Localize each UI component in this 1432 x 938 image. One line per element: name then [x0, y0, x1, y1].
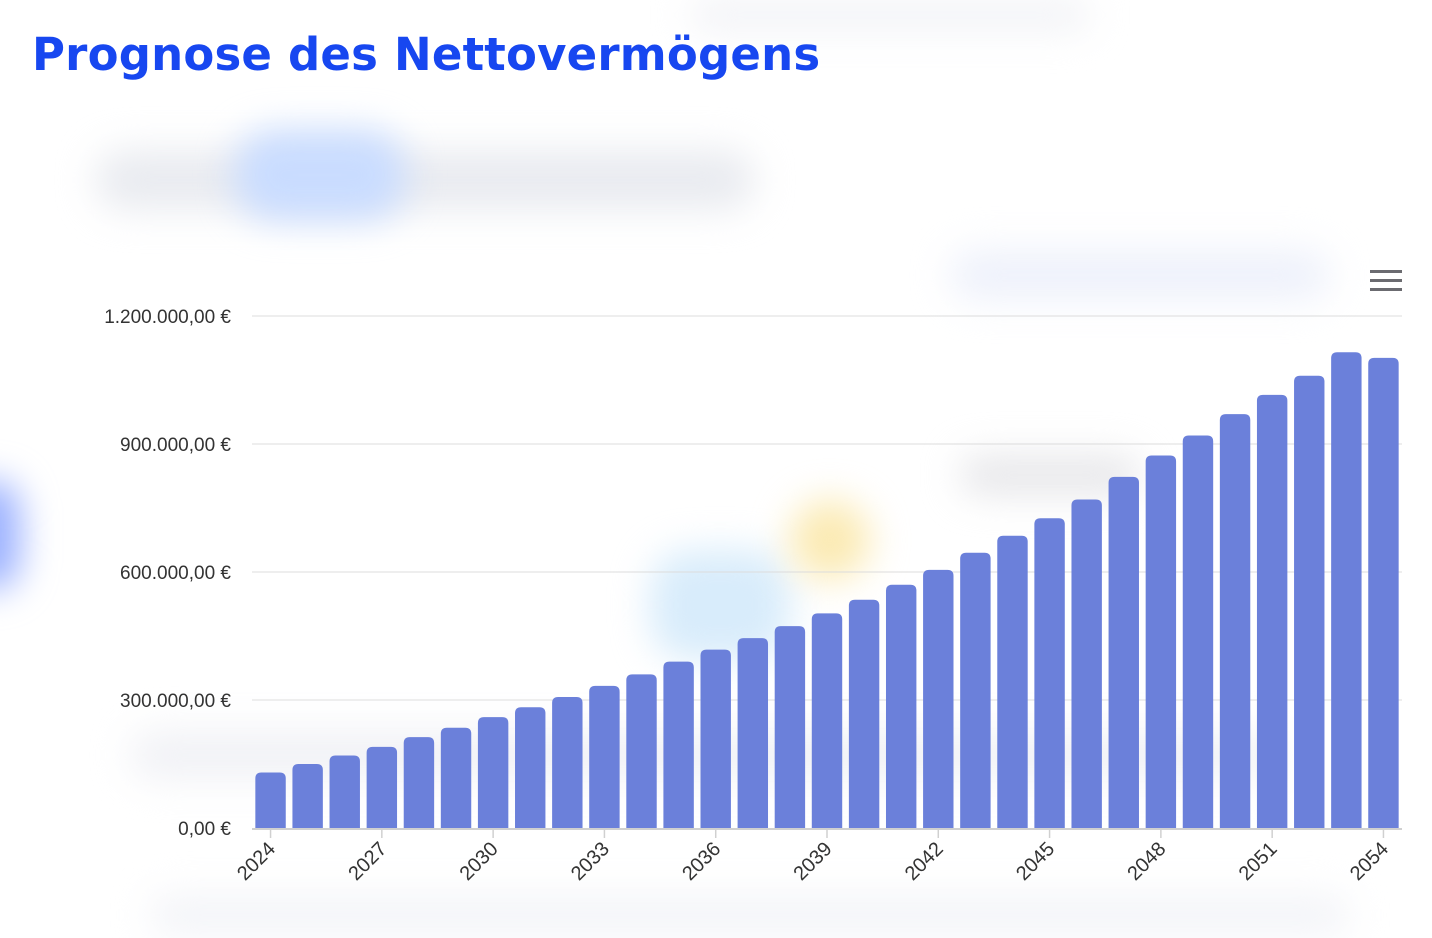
page-title: Prognose des Nettovermögens	[32, 28, 821, 81]
bar-2024	[255, 772, 286, 828]
bar-2048	[1145, 455, 1177, 828]
x-tick-label: 2042	[901, 838, 948, 885]
bar-2053	[1331, 352, 1362, 828]
hamburger-menu-icon	[1370, 270, 1402, 291]
bar-2051	[1256, 394, 1288, 828]
bar-2035	[663, 661, 694, 828]
bar-2046	[1071, 499, 1102, 828]
bar-2028	[403, 737, 435, 828]
y-tick-label: 0,00 €	[178, 819, 231, 840]
x-tick-label: 2027	[344, 838, 391, 885]
y-tick-label: 300.000,00 €	[120, 691, 231, 712]
bar-2030	[477, 717, 509, 828]
bar-2039	[811, 613, 843, 828]
x-tick-label: 2054	[1346, 838, 1393, 885]
bar-2050	[1219, 414, 1251, 828]
bar-2049	[1182, 435, 1214, 828]
bar-2034	[626, 674, 657, 828]
chart-menu-button[interactable]	[1366, 266, 1406, 296]
blurred-background	[150, 895, 1350, 935]
bar-2041	[885, 584, 917, 828]
y-tick-label: 900.000,00 €	[120, 435, 231, 456]
x-tick-label: 2036	[678, 838, 725, 885]
x-tick-label: 2051	[1235, 838, 1282, 885]
bar-2038	[774, 626, 806, 828]
bar-2032	[552, 697, 583, 828]
bar-2040	[848, 599, 880, 828]
bar-2025	[292, 764, 323, 828]
bar-2044	[997, 535, 1028, 828]
x-tick-label: 2024	[233, 838, 280, 885]
x-tick-label: 2039	[790, 838, 837, 885]
blurred-background	[950, 250, 1330, 300]
bar-2047	[1108, 476, 1139, 828]
x-tick-label: 2048	[1123, 838, 1170, 885]
bar-2037	[737, 638, 769, 828]
bar-2054	[1368, 357, 1399, 828]
bar-2042	[923, 569, 954, 828]
bar-2045	[1034, 518, 1065, 828]
blurred-background	[790, 500, 870, 580]
bar-2027	[366, 746, 398, 828]
x-tick-label: 2030	[456, 838, 503, 885]
bar-2031	[515, 707, 546, 828]
bar-2029	[440, 727, 472, 828]
bar-2043	[960, 552, 991, 828]
blurred-background	[690, 0, 1090, 30]
bar-2052	[1294, 375, 1325, 828]
bar-2033	[589, 685, 620, 828]
y-tick-label: 600.000,00 €	[120, 563, 231, 584]
x-tick-label: 2045	[1012, 838, 1059, 885]
blurred-background	[235, 130, 405, 220]
blurred-background	[95, 150, 755, 210]
y-tick-label: 1.200.000,00 €	[104, 307, 231, 328]
bar-2036	[700, 649, 731, 828]
x-tick-label: 2033	[567, 838, 614, 885]
blurred-background	[0, 480, 20, 590]
bar-2026	[329, 755, 360, 828]
